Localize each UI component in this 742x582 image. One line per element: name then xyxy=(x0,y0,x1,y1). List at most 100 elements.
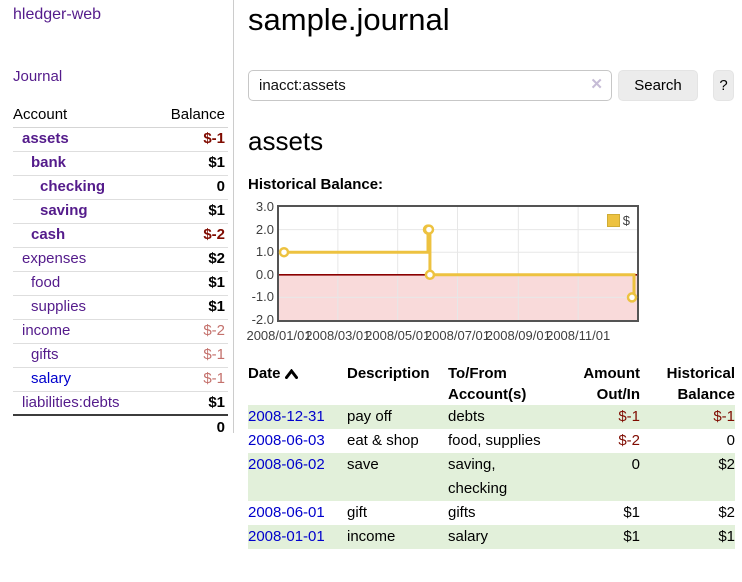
account-row: gifts $-1 xyxy=(13,343,228,368)
accounts-table: Account Balance assets $-1 bank $1 checking 0… xyxy=(13,103,228,439)
chart-title: Historical Balance: xyxy=(248,176,384,193)
register-cell-description: save xyxy=(347,456,379,473)
register-cell-date: 2008-12-31 xyxy=(248,405,347,429)
register-cell-accounts: debts xyxy=(448,408,485,425)
register-row[interactable]: 2008-06-02 save saving, checking 0 $2 xyxy=(248,453,735,501)
account-balance: $1 xyxy=(120,151,228,176)
accounts-total-row: 0 xyxy=(13,414,228,439)
y-axis-tick-label: -1.0 xyxy=(251,289,274,305)
register-row[interactable]: 2008-12-31 pay off debts $-1 $-1 xyxy=(248,405,735,429)
transaction-date-link[interactable]: 2008-06-01 xyxy=(248,504,325,521)
main-content: sample.journal ✕ Search ? assets Histori… xyxy=(234,0,742,549)
register-header-accounts: To/From Account(s) xyxy=(448,365,527,403)
account-row: bank $1 xyxy=(13,151,228,176)
account-link[interactable]: food xyxy=(31,274,61,291)
accounts-total-value: 0 xyxy=(120,414,228,439)
account-link[interactable]: cash xyxy=(31,226,66,243)
account-balance: $1 xyxy=(120,199,228,224)
account-row: assets $-1 xyxy=(13,127,228,152)
account-balance: $-1 xyxy=(120,343,228,368)
y-axis-tick-label: 3.0 xyxy=(255,199,274,214)
register-header-description: Description xyxy=(347,365,430,382)
y-axis-tick-label: 0.0 xyxy=(255,266,274,282)
transaction-date-link[interactable]: 2008-06-03 xyxy=(248,432,325,449)
register-cell-description: income xyxy=(347,528,396,545)
register-row[interactable]: 2008-06-01 gift gifts $1 $2 xyxy=(248,501,735,525)
chart-series xyxy=(278,207,638,320)
account-row: saving $1 xyxy=(13,199,228,224)
search-form: ✕ Search ? xyxy=(248,70,735,101)
account-heading: assets xyxy=(248,126,324,156)
help-button[interactable]: ? xyxy=(713,70,734,101)
register-cell-balance: $1 xyxy=(718,528,735,545)
transaction-date-link[interactable]: 2008-01-01 xyxy=(248,528,325,545)
account-balance: $1 xyxy=(120,271,228,296)
register-cell-description: eat & shop xyxy=(347,432,419,449)
transaction-date-link[interactable]: 2008-06-02 xyxy=(248,456,325,473)
register-cell-balance: $-1 xyxy=(713,408,735,425)
account-link[interactable]: supplies xyxy=(31,298,87,315)
accounts-header-account: Account xyxy=(13,103,121,128)
x-axis-tick-label: 2008/11/01 xyxy=(546,328,611,343)
register-cell-date: 2008-06-03 xyxy=(248,429,347,453)
register-cell-accounts: food, supplies xyxy=(448,432,541,449)
register-header-row: Date Description To/From Account(s) Amou… xyxy=(248,363,735,405)
legend-label: $ xyxy=(622,213,630,228)
register-header-balance: Historical Balance xyxy=(666,365,735,403)
account-balance: $1 xyxy=(120,391,228,416)
register-cell-date: 2008-01-01 xyxy=(248,525,347,549)
account-link[interactable]: bank xyxy=(31,154,67,171)
account-row: liabilities:debts $1 xyxy=(13,391,228,416)
register-cell-amount: $-2 xyxy=(618,432,640,449)
register-cell-accounts: gifts xyxy=(448,504,476,521)
account-row: expenses $2 xyxy=(13,247,228,272)
x-axis-tick-label: 2008/01/01 xyxy=(246,328,312,343)
account-link[interactable]: gifts xyxy=(31,346,59,363)
x-axis-tick-label: 2008/09/01 xyxy=(485,328,551,343)
account-row: food $1 xyxy=(13,271,228,296)
account-balance: $2 xyxy=(120,247,228,272)
account-balance: $-2 xyxy=(120,223,228,248)
register-cell-balance: 0 xyxy=(726,432,735,449)
y-axis-tick-label: -2.0 xyxy=(251,312,274,327)
account-row: supplies $1 xyxy=(13,295,228,320)
account-link[interactable]: liabilities:debts xyxy=(22,393,120,411)
sidebar-item-journal[interactable]: Journal xyxy=(13,68,63,85)
chart-plot-area: $ xyxy=(277,205,639,322)
chart-legend: $ xyxy=(604,212,632,229)
account-balance: 0 xyxy=(120,175,228,200)
register-cell-date: 2008-06-01 xyxy=(248,501,347,525)
register-cell-accounts: salary xyxy=(448,528,489,545)
transaction-date-link[interactable]: 2008-12-31 xyxy=(248,408,325,425)
app-title-link[interactable]: hledger-web xyxy=(13,6,102,23)
account-link[interactable]: checking xyxy=(40,178,106,195)
account-balance: $-1 xyxy=(120,127,228,152)
search-button[interactable]: Search xyxy=(618,70,698,101)
search-input[interactable] xyxy=(248,70,612,101)
account-row: salary $-1 xyxy=(13,367,228,392)
account-link[interactable]: salary xyxy=(31,370,72,387)
register-cell-amount: 0 xyxy=(631,456,640,473)
y-axis-tick-label: 1.0 xyxy=(255,244,274,260)
register-cell-description: pay off xyxy=(347,408,392,425)
legend-swatch-icon xyxy=(606,214,620,227)
register-row[interactable]: 2008-06-03 eat & shop food, supplies $-2 0 xyxy=(248,429,735,453)
account-link[interactable]: assets xyxy=(22,130,69,147)
account-link[interactable]: income xyxy=(22,322,71,339)
account-link[interactable]: expenses xyxy=(22,250,87,267)
register-header-date[interactable]: Date xyxy=(248,363,347,405)
account-link[interactable]: saving xyxy=(40,202,88,219)
y-axis-tick-label: 2.0 xyxy=(255,221,274,237)
accounts-header-row: Account Balance xyxy=(13,103,228,128)
register-cell-balance: $2 xyxy=(718,504,735,521)
account-balance: $1 xyxy=(120,295,228,320)
register-row[interactable]: 2008-01-01 income salary $1 $1 xyxy=(248,525,735,549)
clear-search-icon[interactable]: ✕ xyxy=(590,76,603,93)
accounts-header-balance: Balance xyxy=(120,103,228,128)
register-table: Date Description To/From Account(s) Amou… xyxy=(248,363,735,549)
register-cell-accounts: saving, checking xyxy=(448,456,508,497)
accounts-total-spacer xyxy=(13,414,121,439)
sidebar: hledger-web Journal Account Balance asse… xyxy=(0,0,234,439)
x-axis-tick-label: 2008/03/01 xyxy=(305,328,371,343)
page-title: sample.journal xyxy=(248,2,450,37)
